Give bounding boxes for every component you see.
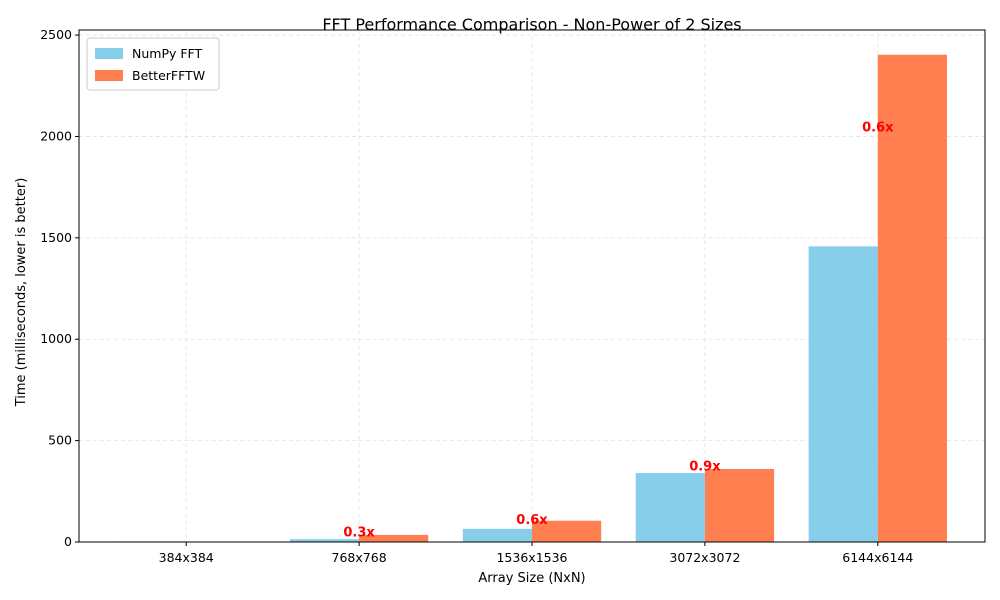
ratio-label-1536x1536: 0.6x bbox=[516, 513, 548, 528]
x-axis-label: Array Size (NxN) bbox=[478, 571, 585, 586]
x-tick-label-0: 384x384 bbox=[159, 550, 214, 565]
y-tick-label-3: 1500 bbox=[40, 230, 72, 245]
bar-numpy-6144x6144 bbox=[808, 246, 878, 542]
x-tick-label-2: 1536x1536 bbox=[496, 550, 567, 565]
x-tick-label-4: 6144x6144 bbox=[842, 550, 913, 565]
legend: NumPy FFT BetterFFTW bbox=[86, 37, 220, 91]
y-tick-label-4: 2000 bbox=[40, 128, 72, 143]
bar-betterfftw-3072x3072 bbox=[704, 469, 775, 542]
ratio-labels: 0.3x 0.6x 0.9x 0.6x bbox=[343, 120, 894, 540]
y-tick-label-5: 2500 bbox=[40, 27, 72, 42]
legend-label-0: NumPy FFT bbox=[132, 46, 203, 61]
y-tick-label-0: 0 bbox=[64, 534, 72, 549]
y-tick-label-2: 1000 bbox=[40, 331, 72, 346]
y-axis-label: Time (milliseconds, lower is better) bbox=[14, 178, 29, 408]
bar-betterfftw-6144x6144 bbox=[877, 54, 947, 542]
ratio-label-3072x3072: 0.9x bbox=[689, 460, 721, 475]
legend-label-1: BetterFFTW bbox=[132, 68, 205, 83]
ratio-label-6144x6144: 0.6x bbox=[862, 120, 894, 135]
y-tick-label-1: 500 bbox=[48, 433, 72, 448]
ratio-label-768x768: 0.3x bbox=[343, 526, 375, 541]
bar-numpy-1536x1536 bbox=[462, 528, 532, 542]
bar-numpy-768x768 bbox=[289, 539, 360, 542]
legend-swatch-1 bbox=[95, 70, 123, 81]
chart-title: FFT Performance Comparison - Non-Power o… bbox=[322, 15, 741, 34]
x-tick-label-3: 3072x3072 bbox=[669, 550, 740, 565]
bar-numpy-3072x3072 bbox=[635, 473, 705, 542]
bar-betterfftw-1536x1536 bbox=[532, 520, 602, 542]
axes: 0 500 1000 1500 2000 2500 384x384 768x768 1536x1… bbox=[40, 27, 986, 565]
legend-swatch-0 bbox=[95, 48, 123, 59]
x-tick-label-1: 768x768 bbox=[332, 550, 387, 565]
bars bbox=[117, 54, 947, 542]
bar-betterfftw-768x768 bbox=[359, 534, 429, 542]
